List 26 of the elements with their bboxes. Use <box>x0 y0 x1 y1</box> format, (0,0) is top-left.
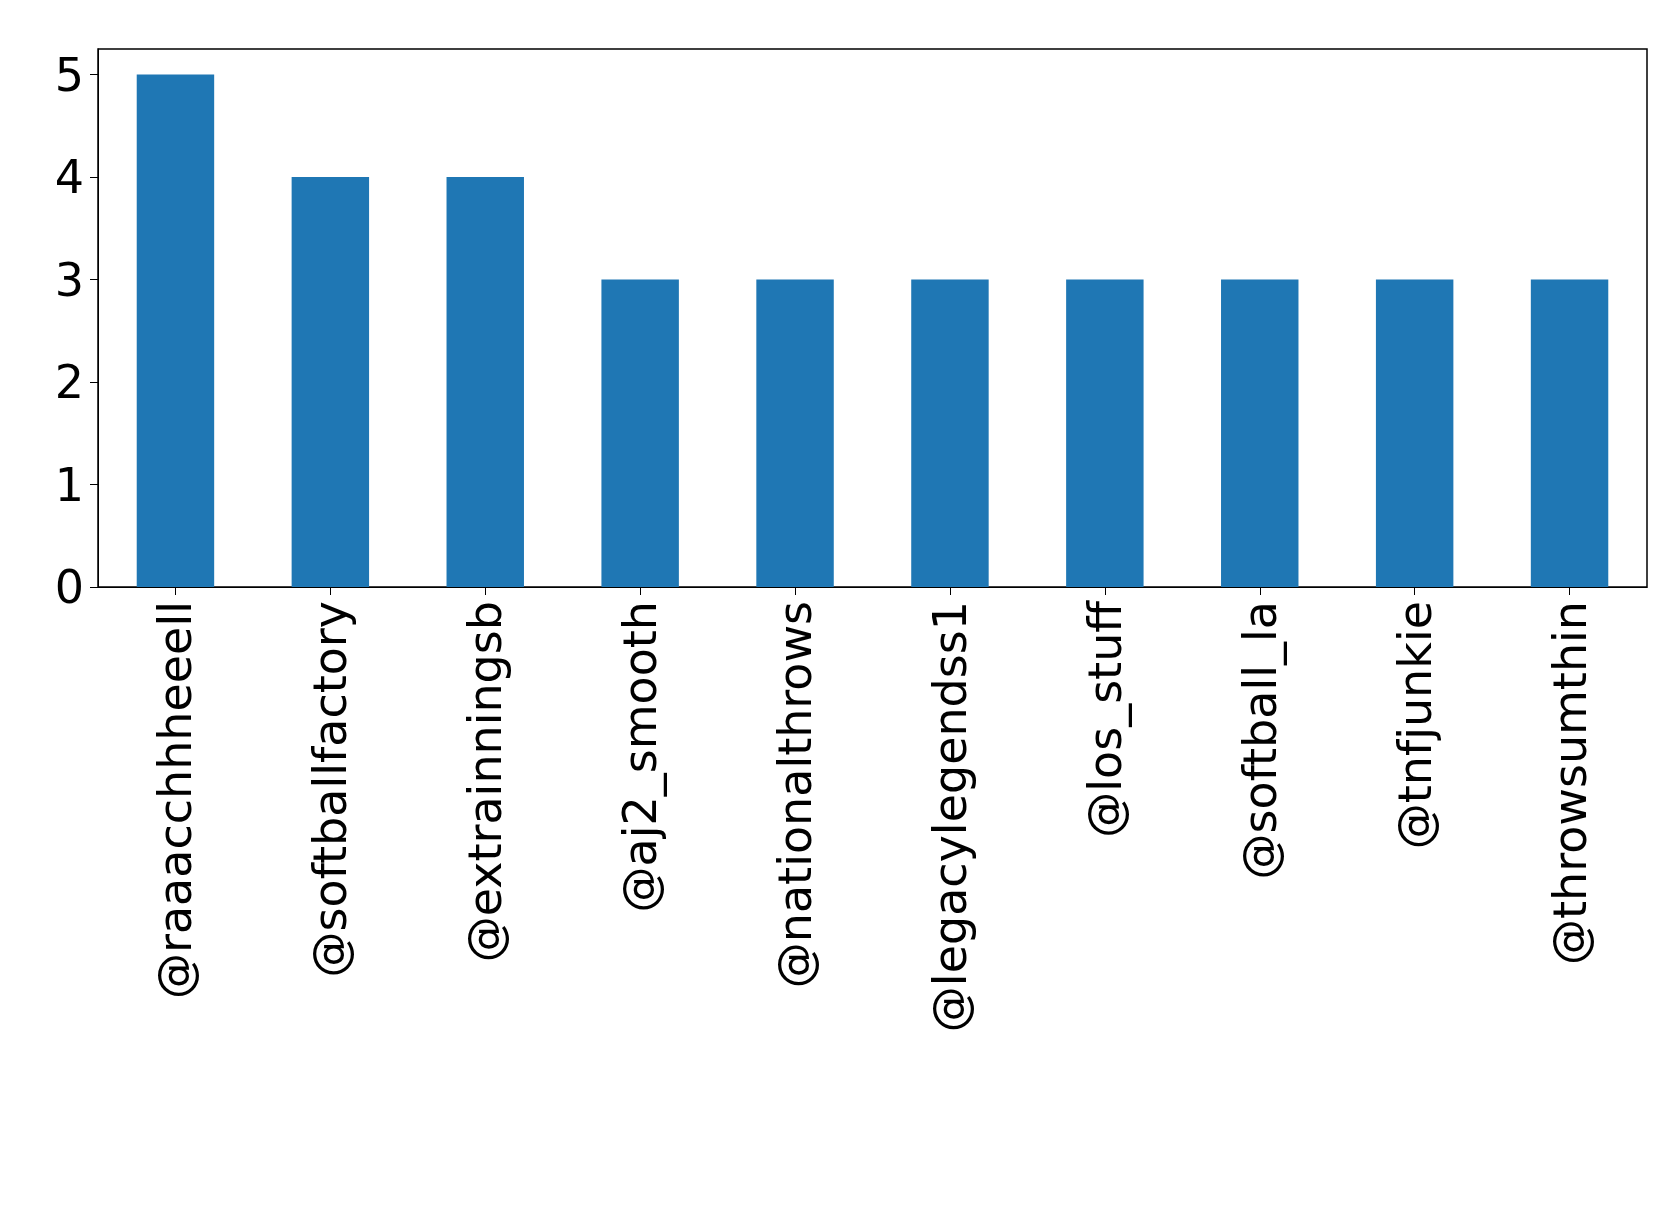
x-tick-label: @tnfjunkie <box>1387 601 1442 850</box>
bar <box>136 74 215 587</box>
x-tick-label: @softball_la <box>1232 601 1287 880</box>
bar <box>1221 279 1299 587</box>
x-tick-label: @nationalthrows <box>768 601 823 989</box>
bar <box>911 279 989 587</box>
y-tick-label: 0 <box>54 560 84 614</box>
x-tick-label: @softballfactory <box>303 601 358 978</box>
bar <box>756 279 834 587</box>
y-tick-label: 4 <box>54 150 84 205</box>
y-tick-label: 2 <box>54 355 84 410</box>
y-tick-label: 5 <box>54 47 84 102</box>
bar <box>1375 279 1454 587</box>
bar <box>601 279 679 587</box>
x-tick-label: @raaacchhheeell <box>148 601 203 999</box>
bar <box>446 177 524 587</box>
bar <box>1530 279 1609 587</box>
y-tick-label: 1 <box>54 457 84 512</box>
x-tick-label: @extrainningsb <box>458 601 513 963</box>
y-tick-label: 3 <box>54 252 84 307</box>
bar <box>291 177 370 587</box>
x-tick-label: @aj2_smooth <box>613 601 668 913</box>
x-tick-label: @throwsumthin <box>1542 601 1597 965</box>
x-tick-label: @los_stuff <box>1077 599 1132 838</box>
bar <box>1066 279 1144 587</box>
x-tick-label: @legacylegendss1 <box>922 601 977 1033</box>
